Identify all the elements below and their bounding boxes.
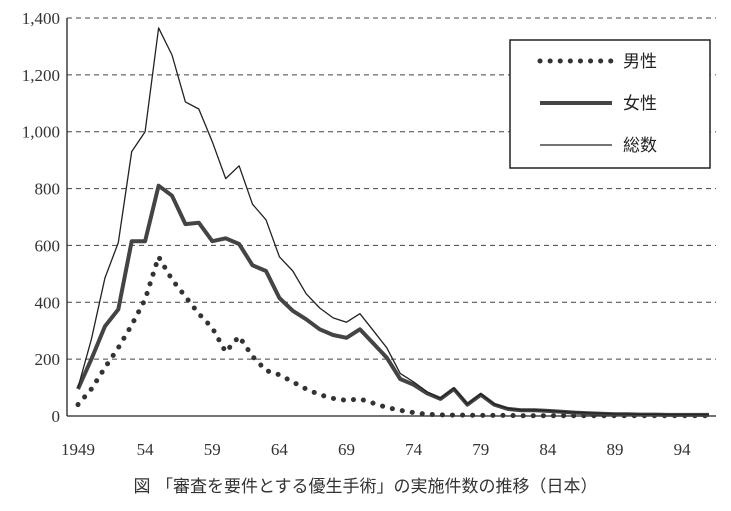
series-line-total bbox=[77, 27, 709, 416]
y-tick-label: 1,400 bbox=[22, 9, 60, 28]
x-tick-label: 69 bbox=[338, 440, 355, 459]
x-tick-label: 79 bbox=[472, 440, 489, 459]
series-line-female bbox=[76, 183, 709, 417]
y-tick-label: 0 bbox=[52, 407, 61, 426]
x-tick-label: 64 bbox=[271, 440, 289, 459]
y-tick-label: 800 bbox=[35, 180, 61, 199]
legend-label-male: 男性 bbox=[623, 52, 657, 72]
x-tick-label: 89 bbox=[607, 440, 624, 459]
x-tick-label: 94 bbox=[674, 440, 692, 459]
x-tick-label: 84 bbox=[539, 440, 557, 459]
x-tick-label: 74 bbox=[405, 440, 423, 459]
y-tick-label: 200 bbox=[35, 350, 61, 369]
legend-label-total: 総数 bbox=[623, 136, 657, 156]
x-axis-ticks: 1949 54 59 64 69 74 79 84 89 94 bbox=[61, 440, 691, 459]
figure-caption: 図 「審査を要件とする優生手術」の実施件数の推移（日本） bbox=[133, 477, 598, 497]
legend: 男性 女性 総数 bbox=[509, 39, 711, 169]
grid-lines bbox=[67, 17, 716, 360]
line-chart: 0 200 400 600 800 1,000 1,200 1,400 1949 54 59 64 6… bbox=[22, 9, 716, 459]
x-tick-label: 59 bbox=[204, 440, 221, 459]
y-tick-label: 1,200 bbox=[22, 66, 60, 85]
x-tick-label: 1949 bbox=[61, 440, 95, 459]
legend-label-female: 女性 bbox=[623, 94, 657, 114]
series-line-male bbox=[75, 250, 712, 419]
y-tick-label: 400 bbox=[35, 293, 61, 312]
y-tick-label: 600 bbox=[35, 236, 61, 255]
axes bbox=[66, 18, 716, 417]
x-tick-label: 54 bbox=[137, 440, 155, 459]
y-axis-ticks: 0 200 400 600 800 1,000 1,200 1,400 bbox=[22, 9, 60, 426]
series-lines bbox=[75, 27, 712, 419]
y-tick-label: 1,000 bbox=[22, 123, 60, 142]
